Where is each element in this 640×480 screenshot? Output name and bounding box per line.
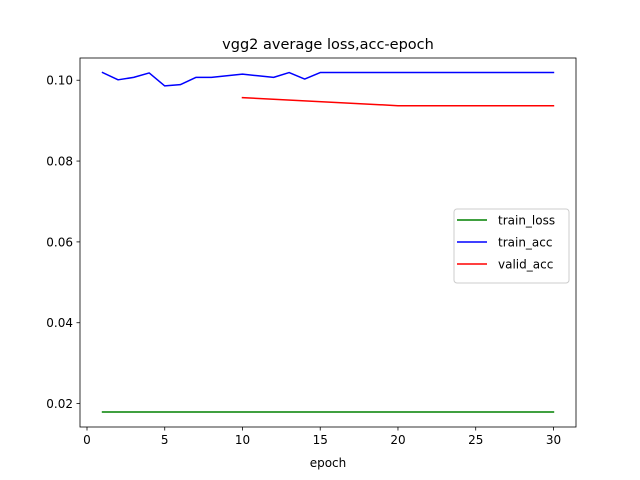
legend-label-train-loss: train_loss: [498, 214, 555, 228]
chart-title: vgg2 average loss,acc-epoch: [222, 37, 434, 53]
x-tick-label: 25: [468, 433, 483, 447]
legend-label-train-acc: train_acc: [498, 236, 552, 250]
y-tick-label: 0.02: [46, 397, 73, 411]
x-tick-label: 30: [546, 433, 561, 447]
axes-frame: [79, 57, 577, 428]
y-tick-label: 0.10: [46, 74, 73, 88]
x-axis-label: epoch: [310, 456, 347, 470]
y-tick-label: 0.08: [46, 155, 73, 169]
legend: train_loss train_acc valid_acc: [453, 208, 570, 284]
x-tick-label: 5: [161, 433, 169, 447]
axes: 0 5 10 15 20 25 30 0.02 0.04 0.06 0.08 0.10: [46, 57, 577, 447]
legend-label-valid-acc: valid_acc: [498, 258, 553, 272]
x-tick-label: 15: [313, 433, 328, 447]
y-tick-label: 0.04: [46, 316, 73, 330]
series-line-valid-acc: [241, 96, 555, 107]
x-tick-label: 20: [390, 433, 405, 447]
plot-area: [101, 71, 555, 413]
series-line-train-acc: [101, 71, 555, 87]
x-tick-label: 10: [235, 433, 250, 447]
x-tick-label: 0: [83, 433, 91, 447]
y-tick-label: 0.06: [46, 235, 73, 249]
